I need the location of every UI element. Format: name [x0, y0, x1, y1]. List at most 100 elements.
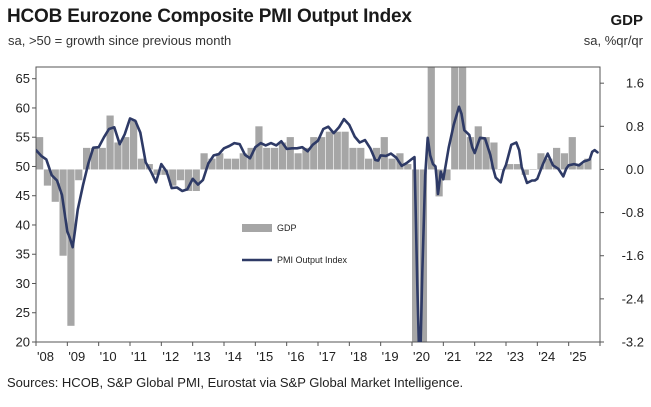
x-tick-label: '09 — [68, 349, 85, 364]
right-tick-label: 0.0 — [626, 162, 644, 177]
x-tick-label: '15 — [256, 349, 273, 364]
right-tick-label: 0.8 — [626, 119, 644, 134]
gdp-bar — [153, 169, 161, 175]
legend-gdp-swatch — [242, 224, 272, 232]
x-tick-label: '14 — [225, 349, 242, 364]
plot-frame — [35, 66, 601, 343]
x-tick-label: '13 — [194, 349, 211, 364]
x-tick-label: '12 — [162, 349, 179, 364]
gdp-bar — [177, 169, 185, 181]
left-tick-label: 50 — [16, 159, 30, 174]
left-tick-label: 30 — [16, 276, 30, 291]
gdp-bar — [513, 164, 522, 170]
gdp-bar — [372, 147, 381, 170]
left-tick-label: 25 — [16, 305, 30, 320]
gdp-bar — [474, 126, 482, 170]
gdp-bar — [59, 169, 67, 256]
gdp-bar — [106, 115, 114, 170]
gdp-bar — [568, 137, 576, 170]
x-tick-label: '18 — [350, 349, 367, 364]
gdp-bar — [90, 147, 99, 170]
x-tick-label: '17 — [319, 349, 336, 364]
gdp-bar — [576, 164, 584, 170]
gdp-bar — [239, 153, 247, 170]
gdp-bar — [341, 131, 349, 170]
right-axis-title: GDP — [610, 12, 643, 29]
gdp-bar — [294, 153, 302, 170]
pmi-line — [36, 105, 599, 342]
gdp-bar — [161, 169, 169, 175]
right-axis-subtitle: sa, %qr/qr — [583, 33, 643, 48]
left-tick-label: 45 — [16, 188, 30, 203]
legend-gdp-label: GDP — [277, 223, 297, 233]
gdp-bars — [36, 67, 592, 342]
gdp-bar — [255, 126, 263, 170]
gdp-bar — [365, 158, 373, 170]
legend: GDP PMI Output Index — [242, 223, 348, 265]
left-tick-label: 65 — [16, 71, 30, 86]
right-tick-label: 1.6 — [626, 76, 644, 91]
x-tick-label: '21 — [444, 349, 461, 364]
chart-title: HCOB Eurozone Composite PMI Output Index — [7, 6, 412, 27]
tick-labels: 20 25 30 35 40 45 50 55 60 65 -3.2 -2.4 -1.6 -0.8 0.0 0… — [16, 71, 644, 364]
left-tick-label: 60 — [16, 100, 30, 115]
gdp-bar — [67, 169, 75, 326]
gdp-bar — [286, 137, 294, 170]
gdp-bar — [43, 169, 52, 186]
gdp-bar — [271, 147, 279, 170]
x-tick-label: '20 — [413, 349, 430, 364]
source-note: Sources: HCOB, S&P Global PMI, Eurostat … — [7, 375, 464, 390]
gdp-bar — [404, 164, 412, 170]
gdp-bar — [506, 164, 514, 170]
gdp-bar — [83, 147, 91, 170]
gdp-bar — [208, 158, 216, 170]
gdp-bar — [130, 120, 138, 170]
gdp-bar — [169, 169, 177, 186]
gdp-bar — [427, 67, 435, 170]
gdp-bar — [137, 158, 146, 170]
right-tick-label: -3.2 — [622, 335, 644, 350]
left-tick-label: 35 — [16, 247, 30, 262]
x-tick-label: '19 — [382, 349, 399, 364]
legend-pmi-label: PMI Output Index — [277, 255, 348, 265]
left-tick-label: 55 — [16, 130, 30, 145]
gdp-bar — [122, 137, 130, 170]
x-tick-label: '23 — [507, 349, 524, 364]
right-tick-label: -0.8 — [622, 205, 644, 220]
gdp-bar — [231, 158, 240, 170]
gdp-bar — [263, 147, 271, 170]
gdp-bar — [349, 147, 357, 170]
gdp-bar — [224, 158, 232, 170]
gdp-bar — [490, 142, 498, 170]
x-tick-label: '24 — [538, 349, 555, 364]
right-tick-label: -1.6 — [622, 248, 644, 263]
gdp-bar — [553, 147, 561, 170]
gdp-bar — [521, 169, 529, 175]
gdp-bar — [114, 142, 122, 170]
pmi-line-group — [36, 105, 599, 342]
x-tick-label: '25 — [570, 349, 587, 364]
gdp-bar — [318, 137, 326, 170]
x-tick-label: '16 — [288, 349, 305, 364]
left-tick-label: 20 — [16, 335, 30, 350]
gdp-bar — [200, 153, 208, 170]
right-tick-label: -2.4 — [622, 291, 644, 306]
gdp-bar — [192, 169, 200, 192]
gdp-bar — [443, 169, 451, 181]
x-tick-label: '11 — [131, 349, 147, 364]
gdp-bar — [560, 153, 569, 170]
axes — [32, 66, 604, 346]
gdp-bar — [278, 142, 287, 170]
gdp-bar — [466, 137, 475, 170]
gdp-bar — [325, 131, 334, 170]
gdp-bar — [51, 169, 59, 202]
left-tick-label: 40 — [16, 217, 30, 232]
x-tick-label: '22 — [476, 349, 493, 364]
gdp-bar — [388, 158, 396, 170]
gdp-bar — [216, 153, 224, 170]
gdp-bar — [357, 147, 365, 170]
gdp-bar — [75, 169, 83, 181]
gdp-bar — [537, 153, 545, 170]
gdp-bar — [184, 169, 193, 192]
